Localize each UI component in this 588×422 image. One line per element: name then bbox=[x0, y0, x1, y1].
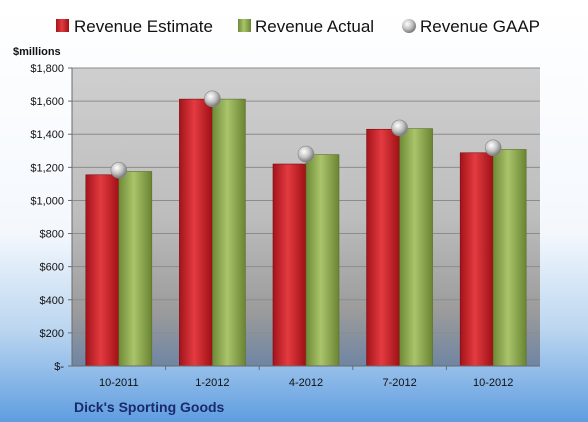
y-tick-label: $1,800 bbox=[30, 63, 64, 75]
x-tick-label: 10-2012 bbox=[473, 377, 513, 389]
y-tick-label: $800 bbox=[40, 229, 64, 241]
y-tick-label: $- bbox=[54, 361, 64, 373]
legend-swatch-revenue-gaap bbox=[402, 19, 416, 33]
y-tick-label: $1,200 bbox=[30, 162, 64, 174]
y-axis-unit-label: $millions bbox=[13, 46, 61, 58]
gaap-markers bbox=[110, 90, 502, 179]
bar-revenue-actual bbox=[212, 98, 246, 367]
bar-revenue-estimate bbox=[179, 98, 213, 367]
x-tick-label: 7-2012 bbox=[382, 377, 416, 389]
y-tick-label: $1,600 bbox=[30, 96, 64, 108]
legend-label-revenue-gaap: Revenue GAAP bbox=[420, 17, 540, 36]
bar-revenue-estimate bbox=[366, 128, 400, 367]
y-tick-label: $1,000 bbox=[30, 195, 64, 207]
marker-revenue-gaap bbox=[484, 139, 502, 157]
bar-revenue-actual bbox=[305, 154, 340, 367]
bar-revenue-estimate bbox=[459, 152, 494, 367]
y-tick-label: $200 bbox=[40, 328, 64, 340]
marker-revenue-gaap bbox=[110, 161, 128, 179]
marker-revenue-gaap bbox=[204, 90, 221, 108]
y-tick-label: $600 bbox=[40, 262, 64, 274]
bar-revenue-actual bbox=[118, 171, 153, 367]
y-axis-ticks: $- $200 $400 $600 $800 $1,000 $1,200 $1,400 $1,6… bbox=[30, 63, 72, 373]
x-axis-ticks: 10-2011 1-2012 4-2012 7-2012 10-2012 bbox=[99, 366, 513, 389]
legend-swatch-revenue-actual bbox=[238, 19, 251, 32]
legend-label-revenue-actual: Revenue Actual bbox=[255, 17, 374, 36]
bar-revenue-actual bbox=[492, 149, 527, 367]
chart-title: Dick's Sporting Goods bbox=[74, 399, 225, 415]
chart-legend: Revenue Estimate Revenue Actual Revenue … bbox=[56, 17, 540, 36]
x-tick-label: 10-2011 bbox=[99, 377, 139, 389]
y-tick-label: $400 bbox=[40, 295, 64, 307]
marker-revenue-gaap bbox=[391, 119, 408, 137]
y-tick-label: $1,400 bbox=[30, 129, 64, 141]
bar-revenue-actual bbox=[399, 128, 433, 367]
bars bbox=[85, 98, 527, 367]
marker-revenue-gaap bbox=[297, 145, 315, 163]
x-tick-label: 4-2012 bbox=[289, 377, 323, 389]
legend-swatch-revenue-estimate bbox=[56, 19, 69, 32]
bar-revenue-estimate bbox=[85, 174, 120, 367]
x-tick-label: 1-2012 bbox=[195, 377, 229, 389]
bar-revenue-estimate bbox=[272, 163, 307, 367]
legend-label-revenue-estimate: Revenue Estimate bbox=[74, 17, 213, 36]
